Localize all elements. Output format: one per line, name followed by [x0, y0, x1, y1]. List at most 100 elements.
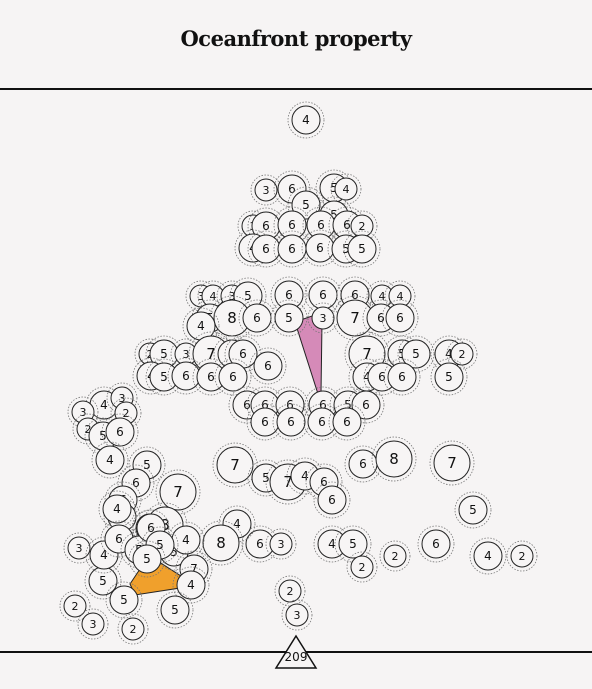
cell-circle — [510, 544, 534, 568]
board-cell[interactable]: 4 — [287, 101, 325, 139]
cell-circle — [433, 444, 471, 482]
cell-number: 2 — [85, 423, 92, 436]
board-cell[interactable]: 4 — [384, 280, 416, 312]
board-cell[interactable]: 6 — [347, 386, 385, 424]
cell-number: 6 — [262, 219, 270, 233]
cell-number: 5 — [445, 370, 453, 384]
cell-number: 6 — [378, 370, 386, 384]
board-cell[interactable]: 5 — [128, 540, 166, 578]
board-cell[interactable]: 8 — [198, 520, 244, 566]
board-cell[interactable]: 6 — [381, 299, 419, 337]
board-cell[interactable]: 2 — [117, 613, 149, 645]
cell-number: 5 — [160, 347, 168, 361]
cell-number: 6 — [319, 398, 327, 412]
board-cell[interactable]: 4 — [469, 537, 507, 575]
cell-number: 4 — [397, 290, 404, 303]
cell-number: 8 — [227, 309, 237, 327]
board-cell[interactable]: 6 — [101, 413, 139, 451]
board-cell[interactable]: 2 — [379, 540, 411, 572]
board-cell[interactable]: 6 — [417, 525, 455, 563]
board-cell[interactable]: 3 — [281, 599, 313, 631]
board-cell[interactable]: 6 — [344, 445, 382, 483]
cell-range-ring — [265, 528, 297, 560]
board-cell[interactable]: 7 — [429, 440, 475, 486]
cell-circle — [109, 585, 139, 615]
board-cell[interactable]: 8 — [371, 436, 417, 482]
cell-number: 7 — [190, 562, 198, 576]
cell-range-ring — [198, 520, 244, 566]
board-cell[interactable]: 5 — [430, 358, 468, 396]
board-cell[interactable]: 6 — [273, 230, 311, 268]
cell-range-ring — [346, 551, 378, 583]
cell-number: 5 — [469, 503, 477, 517]
board-cell[interactable]: 3 — [265, 528, 297, 560]
board-cell[interactable]: 6 — [214, 358, 252, 396]
cell-number: 6 — [288, 218, 296, 232]
cell-circle — [254, 178, 278, 202]
cell-circle — [458, 495, 488, 525]
board-cell[interactable]: 2 — [346, 551, 378, 583]
board-cell[interactable]: 2 — [506, 540, 538, 572]
board-cell[interactable]: 4 — [98, 490, 136, 528]
cell-range-ring — [429, 440, 475, 486]
cell-number: 6 — [207, 370, 215, 384]
cell-number: 4 — [484, 549, 492, 563]
cell-number: 3 — [90, 618, 97, 631]
cell-circle — [334, 177, 358, 201]
cell-range-ring — [397, 335, 435, 373]
cell-range-ring — [128, 540, 166, 578]
cell-number: 6 — [285, 288, 293, 302]
cell-range-ring — [110, 397, 142, 429]
cell-range-ring — [371, 436, 417, 482]
board-cell[interactable]: 5 — [105, 581, 143, 619]
board-cell[interactable]: 3 — [63, 532, 95, 564]
board-cell[interactable]: 6 — [328, 403, 366, 441]
board-cell[interactable]: 5 — [156, 591, 194, 629]
cell-number: 6 — [377, 311, 385, 325]
cell-number: 5 — [358, 242, 366, 256]
cell-number: 6 — [147, 521, 155, 535]
board-cell[interactable]: 3 — [77, 608, 109, 640]
board-cell[interactable]: 4 — [330, 173, 362, 205]
cell-range-ring — [430, 358, 468, 396]
board-cell[interactable]: 6 — [249, 347, 287, 385]
board-cell[interactable]: 5 — [343, 230, 381, 268]
board-cell[interactable]: 2 — [274, 575, 306, 607]
cell-number: 6 — [316, 241, 324, 255]
board-cell[interactable]: 6 — [238, 299, 276, 337]
cell-circle — [202, 524, 240, 562]
board-cell[interactable]: 6 — [247, 230, 285, 268]
cell-range-ring — [212, 442, 258, 488]
page-title: Oceanfront property — [180, 26, 412, 51]
cell-circle — [95, 445, 125, 475]
board-cell[interactable]: 5 — [287, 186, 325, 224]
board-cell[interactable]: 6 — [301, 229, 339, 267]
cell-number: 6 — [229, 370, 237, 384]
cell-number: 6 — [239, 347, 247, 361]
cell-number: 6 — [253, 311, 261, 325]
cell-number: 6 — [362, 398, 370, 412]
board-cell[interactable]: 7 — [332, 295, 378, 341]
cell-number: 6 — [288, 242, 296, 256]
board-cell[interactable]: 4 — [91, 441, 129, 479]
cell-number: 6 — [320, 475, 328, 489]
board-cell[interactable]: 6 — [313, 481, 351, 519]
board-cell[interactable]: 2 — [446, 338, 478, 370]
board-cell[interactable]: 7 — [212, 442, 258, 488]
board-cell[interactable]: 6 — [304, 276, 342, 314]
cell-circle — [81, 612, 105, 636]
pink-tile[interactable] — [294, 315, 323, 395]
cell-circle — [421, 529, 451, 559]
board-cell[interactable]: 6 — [383, 358, 421, 396]
board-cell[interactable]: 4 — [172, 566, 210, 604]
cell-number: 5 — [156, 538, 164, 552]
cell-number: 4 — [445, 347, 453, 361]
board-cell[interactable]: 5 — [454, 491, 492, 529]
cell-number: 4 — [302, 113, 310, 127]
board-cell[interactable]: 2 — [59, 590, 91, 622]
board-cell[interactable]: 4 — [197, 280, 229, 312]
cell-number: 5 — [344, 398, 352, 412]
cell-number: 5 — [99, 574, 107, 588]
board-cell[interactable]: 5 — [270, 299, 308, 337]
board-cell[interactable]: 5 — [397, 335, 435, 373]
